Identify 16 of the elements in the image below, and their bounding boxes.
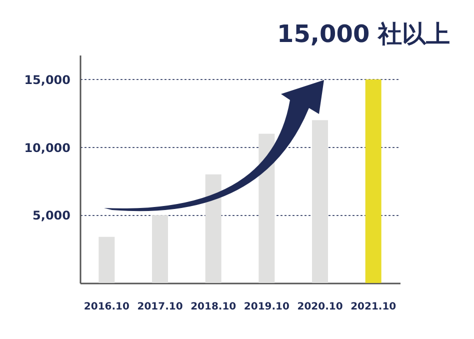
- y-tick-label: 5,000: [32, 208, 70, 223]
- y-tick-label: 15,000: [24, 72, 70, 87]
- chart-title: 15,000 社以上: [277, 20, 450, 48]
- x-tick-label: 2017.10: [137, 302, 183, 312]
- x-tick-label: 2016.10: [84, 302, 130, 312]
- bar: [365, 79, 382, 283]
- x-tick-label: 2018.10: [190, 302, 236, 312]
- x-tick-label: 2021.10: [350, 302, 396, 312]
- bar: [205, 174, 222, 283]
- bar: [152, 215, 168, 283]
- bar: [258, 134, 275, 283]
- bar: [98, 236, 115, 283]
- x-tick-label: 2019.10: [244, 302, 290, 312]
- bar: [312, 120, 328, 283]
- x-tick-label: 2020.10: [297, 302, 343, 312]
- y-tick-label: 10,000: [24, 140, 70, 155]
